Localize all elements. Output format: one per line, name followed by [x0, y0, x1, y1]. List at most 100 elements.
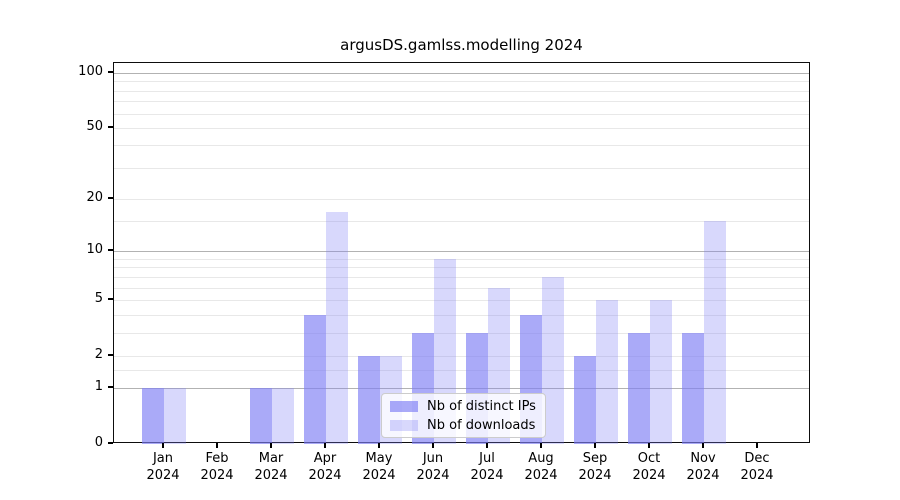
y-tick-mark	[108, 353, 113, 356]
y-tick-label: 5	[94, 290, 103, 306]
month-label: Dec	[744, 451, 770, 466]
distinct-ips-bar-sep	[574, 355, 596, 444]
month-label: Sep	[582, 451, 608, 466]
downloads-bar-apr	[326, 211, 348, 444]
y-tick-label: 20	[86, 190, 103, 206]
x-tick-label-nov: Nov 2024	[668, 450, 738, 484]
month-label: Mar	[258, 451, 284, 466]
bars-layer	[114, 63, 809, 444]
minor-gridline	[114, 127, 809, 129]
downloads-label: Nb of downloads	[427, 417, 536, 433]
minor-gridline	[114, 267, 809, 269]
x-tick-label-sep: Sep 2024	[560, 450, 630, 484]
legend-item-downloads: Nb of downloads	[390, 418, 545, 433]
year-label: 2024	[146, 468, 180, 483]
x-tick-mark	[594, 443, 596, 448]
month-label: May	[365, 451, 393, 466]
y-tick-label: 10	[86, 242, 103, 258]
x-tick-mark	[270, 443, 272, 448]
x-tick-mark	[162, 443, 164, 448]
minor-gridline	[114, 370, 809, 372]
distinct-ips-bar-mar	[250, 388, 272, 444]
x-tick-label-oct: Oct 2024	[614, 450, 684, 484]
year-label: 2024	[686, 468, 720, 483]
legend: Nb of distinct IPs Nb of downloads	[381, 393, 546, 438]
minor-gridline	[114, 314, 809, 316]
month-label: Jun	[422, 451, 444, 466]
x-tick-label-mar: Mar 2024	[236, 450, 306, 484]
x-tick-mark	[378, 443, 380, 448]
downloads-bar-oct	[650, 299, 672, 444]
y-tick-label: 0	[94, 435, 103, 450]
downloads-swatch	[390, 419, 418, 431]
major-gridline	[114, 251, 809, 253]
y-tick-label: 100	[78, 63, 103, 79]
minor-gridline	[114, 355, 809, 357]
y-tick-mark	[108, 125, 113, 128]
minor-gridline	[114, 332, 809, 334]
x-tick-label-jun: Jun 2024	[398, 450, 468, 484]
year-label: 2024	[254, 468, 288, 483]
distinct-ips-swatch	[390, 400, 418, 412]
downloads-bar-jan	[164, 388, 186, 444]
x-tick-mark	[486, 443, 488, 448]
y-tick-label: 2	[94, 346, 103, 362]
year-label: 2024	[740, 468, 774, 483]
y-tick-mark	[108, 297, 113, 300]
y-tick-mark	[108, 197, 113, 200]
downloads-bar-mar	[272, 388, 294, 444]
x-tick-mark	[216, 443, 218, 448]
y-tick-mark	[108, 386, 113, 389]
downloads-bar-sep	[596, 299, 618, 444]
y-tick-label: 1	[94, 379, 103, 395]
year-label: 2024	[632, 468, 666, 483]
distinct-ips-bar-oct	[628, 332, 650, 444]
y-tick-mark	[108, 442, 113, 444]
minor-gridline	[114, 258, 809, 260]
distinct-ips-bar-may	[358, 355, 380, 444]
minor-gridline	[114, 90, 809, 92]
year-label: 2024	[578, 468, 612, 483]
x-tick-label-aug: Aug 2024	[506, 450, 576, 484]
year-label: 2024	[470, 468, 504, 483]
distinct-ips-bar-apr	[304, 314, 326, 444]
month-label: Feb	[205, 451, 229, 466]
y-tick-mark	[108, 249, 113, 252]
x-tick-label-dec: Dec 2024	[722, 450, 792, 484]
x-tick-mark	[432, 443, 434, 448]
major-gridline	[114, 388, 809, 390]
x-tick-label-jul: Jul 2024	[452, 450, 522, 484]
minor-gridline	[114, 167, 809, 169]
y-tick-label: 50	[86, 118, 103, 134]
minor-gridline	[114, 81, 809, 83]
minor-gridline	[114, 287, 809, 289]
x-tick-mark	[324, 443, 326, 448]
year-label: 2024	[200, 468, 234, 483]
x-tick-label-may: May 2024	[344, 450, 414, 484]
year-label: 2024	[308, 468, 342, 483]
downloads-bar-nov	[704, 221, 726, 444]
month-label: Oct	[637, 451, 661, 466]
month-label: Nov	[690, 451, 716, 466]
month-label: Jan	[152, 451, 174, 466]
distinct-ips-bar-nov	[682, 332, 704, 444]
legend-item-distinct-ips: Nb of distinct IPs	[390, 399, 545, 414]
y-tick-mark	[108, 70, 113, 73]
month-label: Aug	[528, 451, 554, 466]
x-tick-mark	[756, 443, 758, 448]
year-label: 2024	[524, 468, 558, 483]
x-tick-mark	[540, 443, 542, 448]
year-label: 2024	[362, 468, 396, 483]
x-tick-label-jan: Jan 2024	[128, 450, 198, 484]
x-tick-mark	[648, 443, 650, 448]
x-tick-label-feb: Feb 2024	[182, 450, 252, 484]
minor-gridline	[114, 113, 809, 115]
minor-gridline	[114, 299, 809, 301]
month-label: Jul	[479, 451, 495, 466]
minor-gridline	[114, 199, 809, 201]
year-label: 2024	[416, 468, 450, 483]
minor-gridline	[114, 276, 809, 278]
